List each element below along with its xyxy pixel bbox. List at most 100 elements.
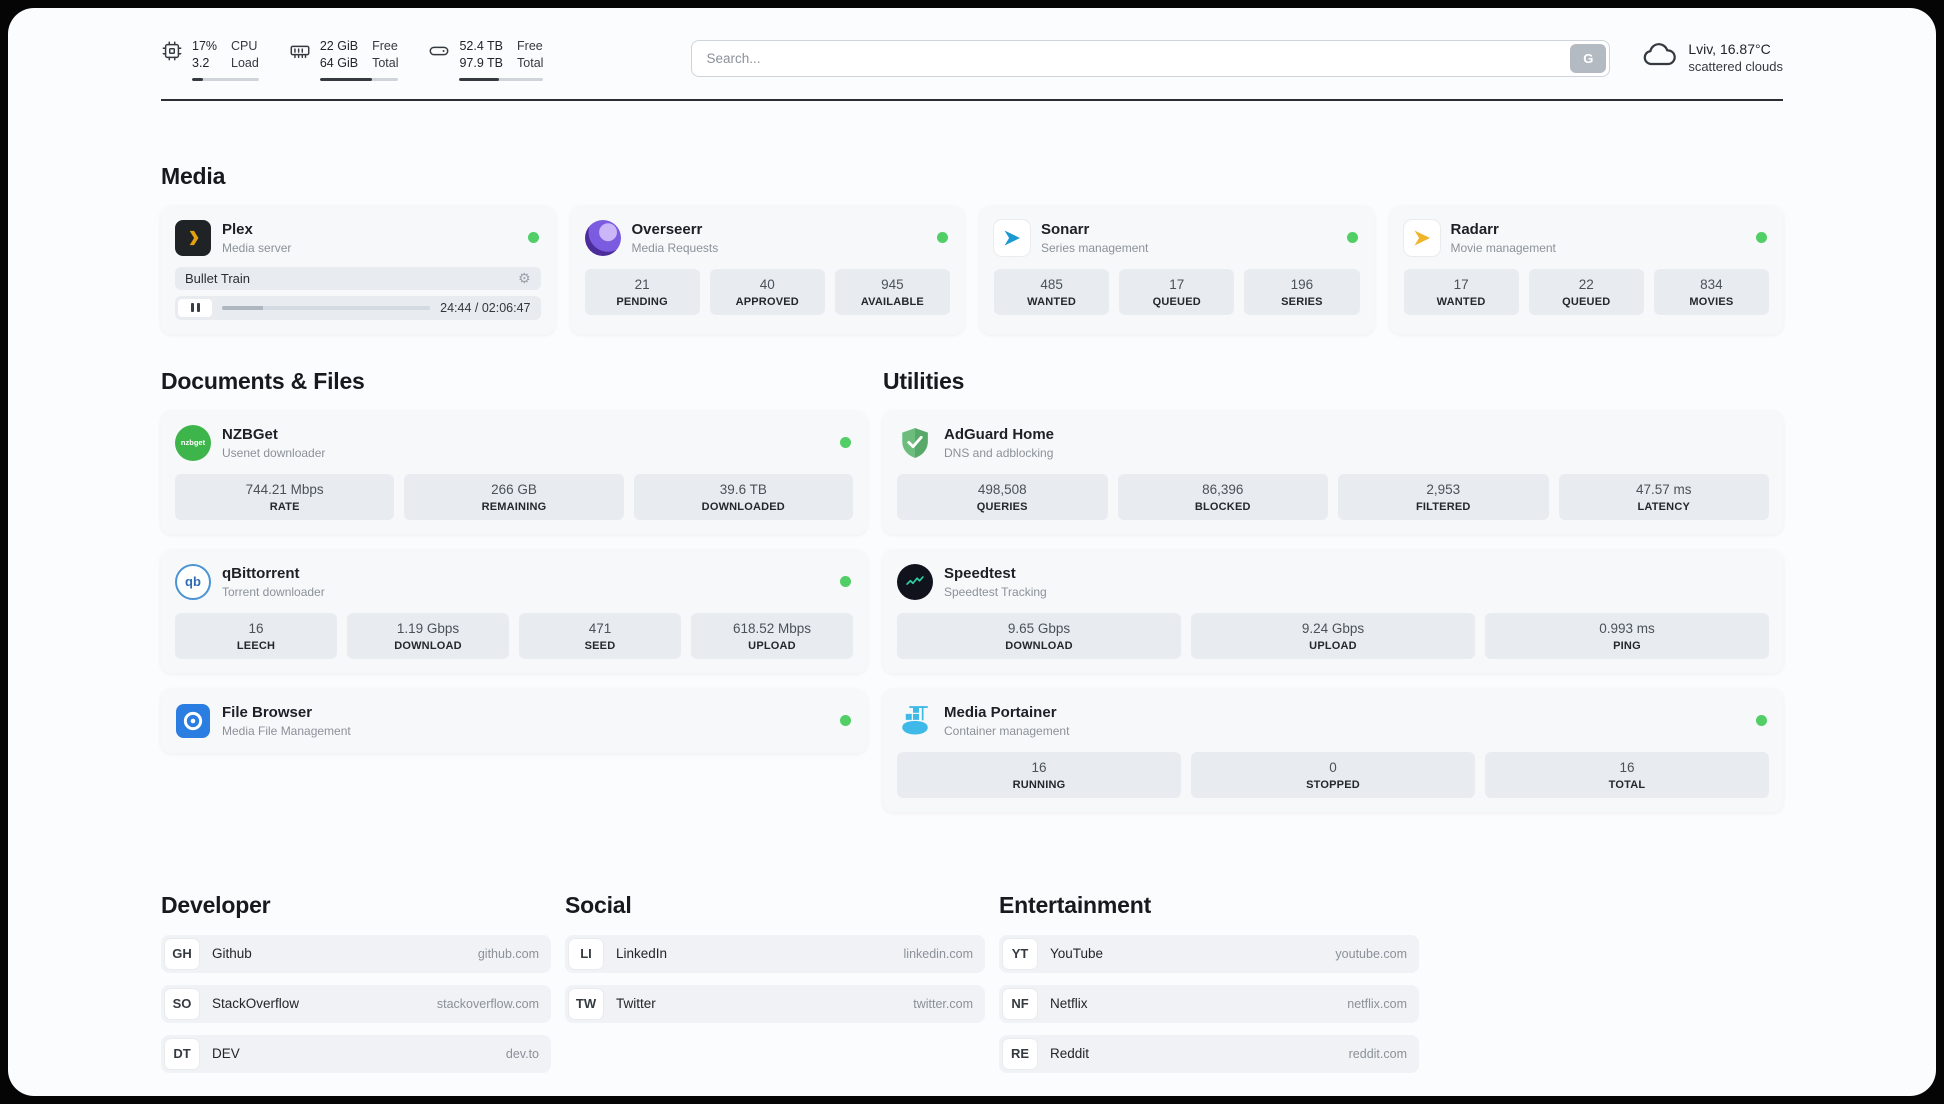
cpu-icon bbox=[161, 40, 183, 62]
status-dot bbox=[840, 714, 851, 726]
disk-monitor: 52.4 TB 97.9 TB Free Total bbox=[428, 38, 544, 81]
weather-condition: scattered clouds bbox=[1688, 58, 1783, 74]
link-row-stackoverflow[interactable]: SO StackOverflow stackoverflow.com bbox=[161, 984, 551, 1023]
stat-wanted: 485 WANTED bbox=[994, 268, 1110, 315]
stat-queued: 17 QUEUED bbox=[1119, 268, 1235, 315]
status-dot bbox=[840, 575, 851, 587]
app-desc: Media Requests bbox=[631, 240, 719, 255]
app-card-radarr[interactable]: Radarr Movie management 17 WANTED 22 QUE… bbox=[1389, 205, 1783, 334]
dashboard-frame: 17% 3.2 CPU Load bbox=[8, 8, 1936, 1096]
app-desc: Usenet downloader bbox=[222, 445, 326, 460]
ram-label-top: Free bbox=[372, 39, 398, 53]
app-desc: Speedtest Tracking bbox=[944, 584, 1047, 599]
media-section-title: Media bbox=[161, 162, 226, 189]
pause-button[interactable] bbox=[178, 298, 212, 317]
link-row-youtube[interactable]: YT YouTube youtube.com bbox=[999, 934, 1419, 973]
qbittorrent-icon: qb bbox=[175, 563, 211, 600]
cpu-monitor: 17% 3.2 CPU Load bbox=[161, 38, 259, 81]
stat-filtered: 2,953 FILTERED bbox=[1338, 473, 1549, 520]
disk-icon bbox=[428, 40, 450, 62]
radarr-icon bbox=[1403, 219, 1440, 256]
stat-series: 196 SERIES bbox=[1244, 268, 1360, 315]
status-dot bbox=[1756, 714, 1767, 726]
plex-now-playing: Bullet Train ⚙ 24:44 / 02:06:47 bbox=[175, 266, 541, 320]
status-dot bbox=[527, 231, 539, 243]
topbar: 17% 3.2 CPU Load bbox=[161, 8, 1783, 81]
stat-stopped: 0 STOPPED bbox=[1191, 751, 1475, 798]
section-developer: Developer GH Github github.com SO StackO… bbox=[161, 892, 551, 1085]
app-card-plex[interactable]: Plex Media server Bullet Train ⚙ bbox=[161, 205, 555, 334]
app-desc: Container management bbox=[944, 723, 1070, 738]
app-name: Plex bbox=[222, 220, 253, 238]
app-name: Sonarr bbox=[1041, 220, 1090, 238]
gear-icon[interactable]: ⚙ bbox=[517, 270, 531, 287]
cloud-icon bbox=[1640, 40, 1678, 74]
twitter-badge: TW bbox=[569, 988, 603, 1019]
ram-icon bbox=[289, 40, 311, 62]
link-row-netflix[interactable]: NF Netflix netflix.com bbox=[999, 984, 1419, 1023]
app-card-overseerr[interactable]: Overseerr Media Requests 21 PENDING 40 A… bbox=[570, 205, 964, 334]
app-desc: Media File Management bbox=[222, 723, 351, 738]
app-card-adguard[interactable]: AdGuard Home DNS and adblocking 498,508 … bbox=[883, 410, 1783, 534]
status-dot bbox=[937, 231, 948, 243]
weather-widget: Lviv, 16.87°C scattered clouds bbox=[1640, 40, 1783, 74]
app-name: Speedtest bbox=[944, 564, 1016, 582]
stat-total: 16 TOTAL bbox=[1485, 751, 1769, 798]
app-card-speedtest[interactable]: Speedtest Speedtest Tracking 9.65 Gbps D… bbox=[883, 549, 1783, 673]
link-row-twitter[interactable]: TW Twitter twitter.com bbox=[565, 984, 985, 1023]
dev-badge: DT bbox=[165, 1038, 199, 1069]
app-desc: Movie management bbox=[1450, 240, 1556, 255]
stat-ping: 0.993 ms PING bbox=[1485, 612, 1769, 659]
stat-pending: 21 PENDING bbox=[584, 268, 700, 315]
entertainment-section-title: Entertainment bbox=[999, 891, 1152, 918]
ram-total-value: 64 GiB bbox=[319, 55, 359, 70]
ram-monitor: 22 GiB 64 GiB Free Total bbox=[289, 38, 399, 81]
search-input[interactable] bbox=[691, 40, 1611, 77]
app-desc: DNS and adblocking bbox=[944, 445, 1054, 460]
portainer-icon bbox=[897, 703, 933, 739]
section-utilities: Utilities AdGuard Home bbox=[883, 368, 1783, 828]
stat-blocked: 86,396 BLOCKED bbox=[1117, 473, 1328, 520]
search-engine-button[interactable]: G bbox=[1570, 44, 1607, 73]
stat-seed: 471 SEED bbox=[519, 612, 681, 659]
app-card-qbittorrent[interactable]: qb qBittorrent Torrent downloader 16 LEE… bbox=[161, 549, 867, 673]
app-card-portainer[interactable]: Media Portainer Container management 16 … bbox=[883, 688, 1783, 812]
stat-running: 16 RUNNING bbox=[897, 751, 1181, 798]
app-name: Media Portainer bbox=[944, 703, 1057, 721]
netflix-badge: NF bbox=[1003, 988, 1037, 1019]
stat-queries: 498,508 QUERIES bbox=[897, 473, 1108, 520]
cpu-sub-value: 3.2 bbox=[192, 55, 210, 70]
ram-label-bottom: Total bbox=[372, 55, 399, 70]
stat-latency: 47.57 ms LATENCY bbox=[1558, 473, 1769, 520]
link-row-reddit[interactable]: RE Reddit reddit.com bbox=[999, 1034, 1419, 1073]
section-social: Social LI LinkedIn linkedin.com TW Twitt… bbox=[565, 892, 985, 1085]
utilities-section-title: Utilities bbox=[883, 367, 965, 394]
github-badge: GH bbox=[165, 938, 199, 969]
stat-movies: 834 MOVIES bbox=[1653, 268, 1770, 315]
app-desc: Series management bbox=[1041, 240, 1149, 255]
link-row-github[interactable]: GH Github github.com bbox=[161, 934, 551, 973]
stat-download: 1.19 Gbps DOWNLOAD bbox=[347, 612, 509, 659]
disk-label-bottom: Total bbox=[517, 55, 544, 70]
developer-section-title: Developer bbox=[161, 891, 271, 918]
app-card-nzbget[interactable]: nzbget NZBGet Usenet downloader 744.21 M… bbox=[161, 410, 867, 534]
reddit-badge: RE bbox=[1003, 1038, 1037, 1069]
disk-progressbar bbox=[459, 77, 544, 81]
status-dot bbox=[1756, 231, 1767, 243]
app-desc: Torrent downloader bbox=[222, 584, 325, 599]
plex-icon bbox=[175, 219, 211, 256]
cpu-progressbar bbox=[192, 77, 259, 81]
app-card-sonarr[interactable]: Sonarr Series management 485 WANTED 17 Q… bbox=[980, 205, 1374, 334]
app-name: NZBGet bbox=[222, 425, 278, 443]
playback-progressbar[interactable] bbox=[222, 305, 431, 310]
link-row-linkedin[interactable]: LI LinkedIn linkedin.com bbox=[565, 934, 985, 973]
link-row-dev[interactable]: DT DEV dev.to bbox=[161, 1034, 551, 1073]
ram-free-value: 22 GiB bbox=[319, 39, 359, 53]
stat-available: 945 AVAILABLE bbox=[834, 268, 951, 315]
stat-approved: 40 APPROVED bbox=[709, 268, 825, 315]
status-dot bbox=[1346, 231, 1358, 243]
app-card-filebrowser[interactable]: File Browser Media File Management bbox=[161, 688, 867, 753]
now-playing-title: Bullet Train bbox=[185, 270, 251, 286]
cpu-label-bottom: Load bbox=[231, 55, 259, 70]
app-name: File Browser bbox=[222, 703, 313, 721]
